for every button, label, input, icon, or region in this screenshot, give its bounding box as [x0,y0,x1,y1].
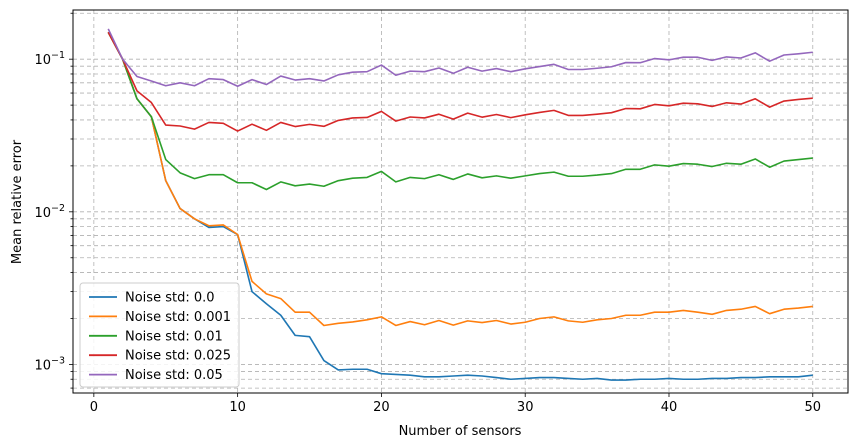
x-tick-label: 50 [804,400,821,415]
series-lines [107,28,813,381]
legend-label-3: Noise std: 0.025 [125,349,231,364]
y-tick-label: 10−2 [34,203,65,221]
x-tick-label: 0 [90,400,98,415]
y-axis-label: Mean relative error [10,139,25,264]
x-tick-label: 20 [373,400,390,415]
x-axis-label: Number of sensors [399,424,522,439]
series-line-2 [107,31,813,191]
axis-ticks: 0 10 20 30 40 50 10−3 10−2 10−1 [34,12,821,415]
y-tick-label: 10−1 [34,50,65,68]
x-tick-label: 10 [229,400,246,415]
legend-box [79,282,240,388]
legend-label-4: Noise std: 0.05 [125,368,223,383]
y-tick-label: 10−3 [34,355,65,373]
series-line-0 [107,31,813,381]
legend-label-1: Noise std: 0.001 [125,310,231,325]
series-line-1 [107,31,813,327]
series-line-3 [107,31,813,132]
legend-label-0: Noise std: 0.0 [125,291,215,306]
x-tick-label: 40 [661,400,678,415]
series-line-4 [107,28,813,88]
legend: Noise std: 0.0 Noise std: 0.001 Noise std:… [79,282,240,388]
legend-label-2: Noise std: 0.01 [125,329,223,344]
x-tick-label: 30 [517,400,534,415]
plot-frame [72,9,849,394]
